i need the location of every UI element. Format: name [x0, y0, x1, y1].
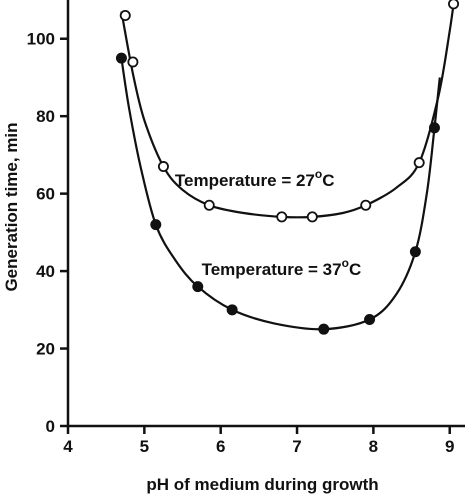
data-point-t27: [448, 0, 460, 10]
x-tick-label: 4: [63, 437, 73, 456]
x-tick-label: 6: [216, 437, 225, 456]
data-point-t37: [409, 246, 421, 258]
data-point-t27: [157, 161, 169, 173]
y-tick-label: 80: [36, 107, 55, 126]
y-tick-label: 60: [36, 185, 55, 204]
data-point-t37: [115, 52, 127, 64]
x-tick-label: 7: [292, 437, 301, 456]
annotation-27c-sup: o: [315, 167, 322, 181]
annotation-37c-unit: C: [349, 260, 361, 279]
y-tick-label: 100: [27, 30, 55, 49]
series-line-t37: [120, 57, 441, 331]
annotations: Temperature = 27oC Temperature = 37oC: [175, 167, 361, 279]
y-tick-label: 40: [36, 262, 55, 281]
x-tick-label: 9: [445, 437, 454, 456]
tick-marks: [60, 37, 451, 434]
annotation-37c: Temperature = 37oC: [202, 256, 362, 279]
data-point-t27: [203, 199, 215, 211]
data-point-t37: [192, 281, 204, 293]
x-axis-title: pH of medium during growth: [146, 475, 378, 494]
data-point-t37: [226, 304, 238, 316]
data-point-t27: [119, 9, 131, 21]
annotation-27c-text: Temperature = 27: [175, 171, 315, 190]
data-point-t27: [276, 211, 288, 223]
y-tick-label: 0: [46, 417, 55, 436]
data-point-t37: [318, 323, 330, 335]
annotation-27c: Temperature = 27oC: [175, 167, 335, 190]
y-axis-title: Generation time, min: [2, 122, 21, 291]
tick-labels: 4 5 6 7 8 9 0 20 40 60 80 100: [27, 30, 455, 456]
y-tick-label: 20: [36, 340, 55, 359]
data-point-t27: [360, 199, 372, 211]
data-point-t37: [428, 122, 440, 134]
axes: [66, 0, 465, 428]
annotation-37c-text: Temperature = 37: [202, 260, 342, 279]
data-point-t27: [413, 157, 425, 169]
data-point-t27: [306, 211, 318, 223]
series-curves: [120, 0, 456, 331]
series-points: [115, 0, 460, 335]
data-point-t37: [364, 314, 376, 325]
annotation-37c-sup: o: [342, 256, 349, 270]
data-point-t27: [127, 56, 139, 68]
x-tick-label: 5: [140, 437, 149, 456]
annotation-27c-unit: C: [322, 171, 334, 190]
x-tick-label: 8: [369, 437, 378, 456]
data-point-t37: [150, 219, 162, 231]
